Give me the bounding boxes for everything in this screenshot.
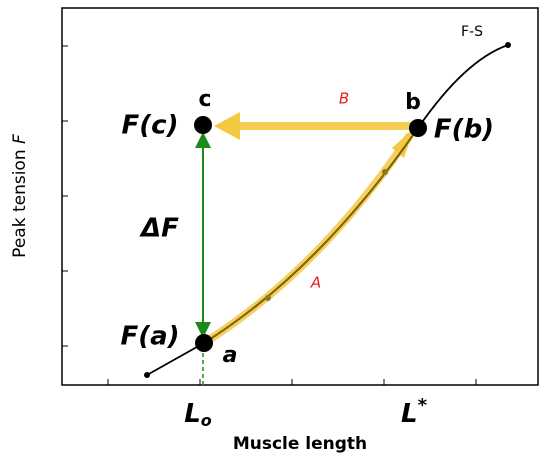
point-label: F(b) bbox=[434, 115, 494, 145]
point-name: c bbox=[198, 87, 211, 112]
delta-label: ΔF bbox=[139, 214, 179, 244]
x-tick-label: L* bbox=[401, 395, 428, 429]
arrow-a bbox=[201, 132, 414, 347]
arrow-a-head bbox=[392, 128, 414, 158]
point-b bbox=[409, 119, 427, 137]
curve-label: F-S bbox=[461, 24, 483, 40]
arrow-b-head bbox=[214, 112, 240, 140]
arrow-label: B bbox=[339, 90, 349, 108]
mid-dot bbox=[382, 169, 388, 175]
point-name: a bbox=[223, 343, 238, 368]
x-axis-label: Muscle length bbox=[233, 434, 367, 454]
ticks bbox=[62, 45, 477, 385]
end-dot bbox=[505, 42, 511, 48]
point-c bbox=[194, 116, 212, 134]
point-label: F(c) bbox=[122, 111, 179, 141]
point-name: b bbox=[405, 90, 421, 115]
arrow-label: A bbox=[310, 274, 321, 292]
curve-segment bbox=[203, 127, 419, 344]
end-dot bbox=[144, 372, 150, 378]
y-axis-label: Peak tension F bbox=[10, 134, 30, 258]
point-a bbox=[195, 334, 213, 352]
x-tick-label: Lo bbox=[184, 399, 212, 430]
point-label: F(a) bbox=[120, 322, 179, 352]
mid-dot bbox=[265, 295, 271, 301]
